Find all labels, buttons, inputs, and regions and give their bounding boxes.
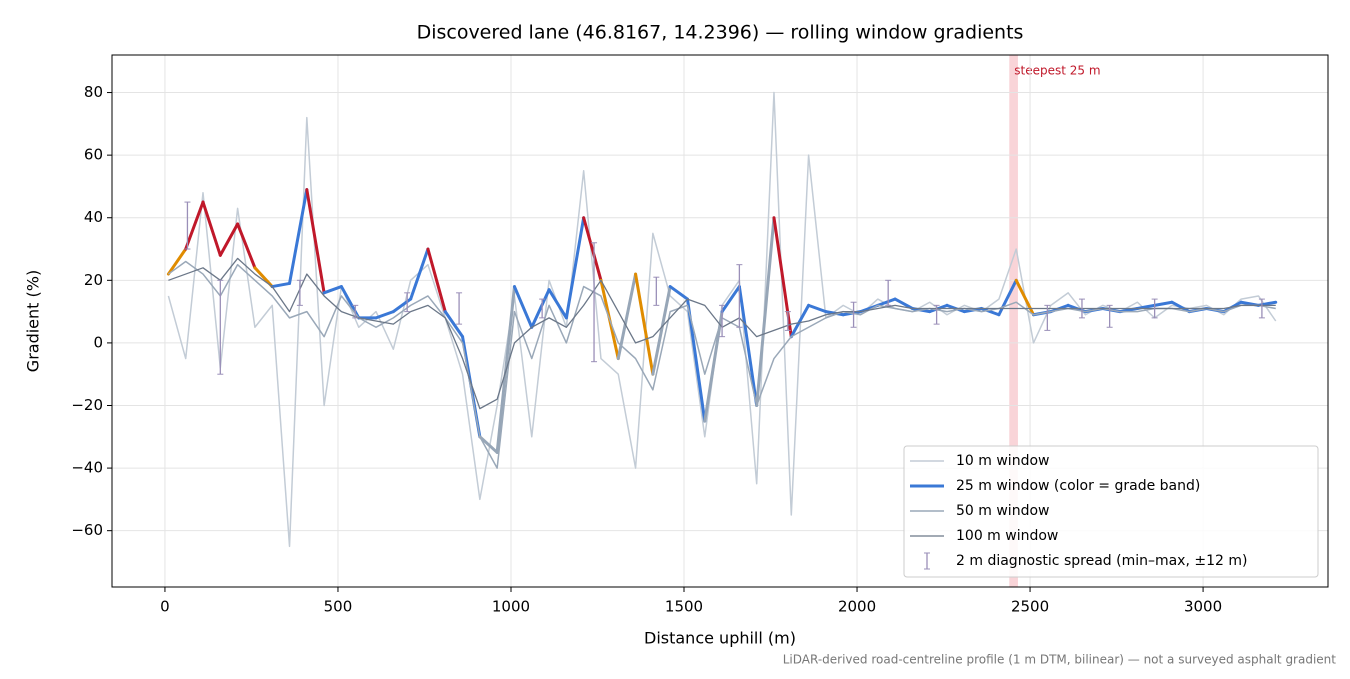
y-tick-label: 60 [84,146,103,164]
highlight-band [1009,55,1018,587]
highlight-label: steepest 25 m [1014,64,1100,78]
y-tick-label: −40 [71,459,103,477]
line-segment [166,247,188,276]
line-segment [547,288,568,320]
legend-label: 10 m window [956,453,1049,469]
legend-label: 100 m window [956,528,1058,544]
line-segment [807,303,828,314]
line-segment [391,297,413,314]
line-segment [703,310,724,423]
x-tick-label: 2500 [1011,598,1049,616]
line-segment [530,288,551,329]
series-line [167,260,1276,469]
y-tick-label: −20 [71,396,103,414]
x-tick-label: 0 [160,598,170,616]
line-segment [322,285,343,295]
y-tick-label: 0 [93,333,103,351]
legend-label: 2 m diagnostic spread (min–max, ±12 m) [956,553,1247,569]
line-segment [876,297,897,307]
line-segment [218,222,240,257]
legend-box [903,445,1319,578]
line-segment [426,247,447,314]
chart-title: Discovered lane (46.8167, 14.2396) — rol… [417,22,1024,44]
y-tick-label: 20 [84,271,103,289]
line-segment [512,285,534,329]
line-segment [616,272,638,361]
line-segment [668,285,689,301]
line-segment [409,247,430,301]
line-segment [651,285,672,376]
line-segment [755,216,776,407]
x-tick-label: 1000 [492,598,530,616]
line-segment [582,216,603,282]
x-axis-label: Distance uphill (m) [644,629,796,648]
footnote: LiDAR-derived road-centreline profile (1… [783,653,1337,667]
line-segment [443,310,465,339]
line-segment [980,306,1001,317]
line-segment [737,285,759,407]
line-segment [236,222,257,270]
line-segment [201,200,222,257]
x-tick-label: 3000 [1184,598,1222,616]
line-segment [789,303,811,339]
line-segment [374,310,395,320]
line-segment [478,435,499,454]
x-tick-label: 1500 [665,598,703,616]
x-tick-label: 2000 [838,598,876,616]
line-segment [1170,300,1191,314]
line-segment [1014,278,1036,317]
line-segment [184,200,205,251]
legend-label: 25 m window (color = grade band) [956,478,1200,494]
line-segment [893,297,914,310]
line-segment [288,188,309,285]
plot-area [166,91,1278,548]
x-tick-label: 500 [324,598,353,616]
y-axis-label: Gradient (%) [24,270,43,372]
y-tick-label: 80 [84,83,103,101]
line-segment [634,272,655,376]
line-segment [253,266,274,289]
line-segment [1153,300,1174,307]
y-tick-label: −60 [71,521,103,539]
y-tick-label: 40 [84,208,103,226]
line-segment [270,281,292,289]
line-segment [564,216,586,320]
legend-label: 50 m window [956,503,1049,519]
plot-frame [111,54,1329,588]
line-segment [305,188,326,295]
line-segment [720,285,741,314]
